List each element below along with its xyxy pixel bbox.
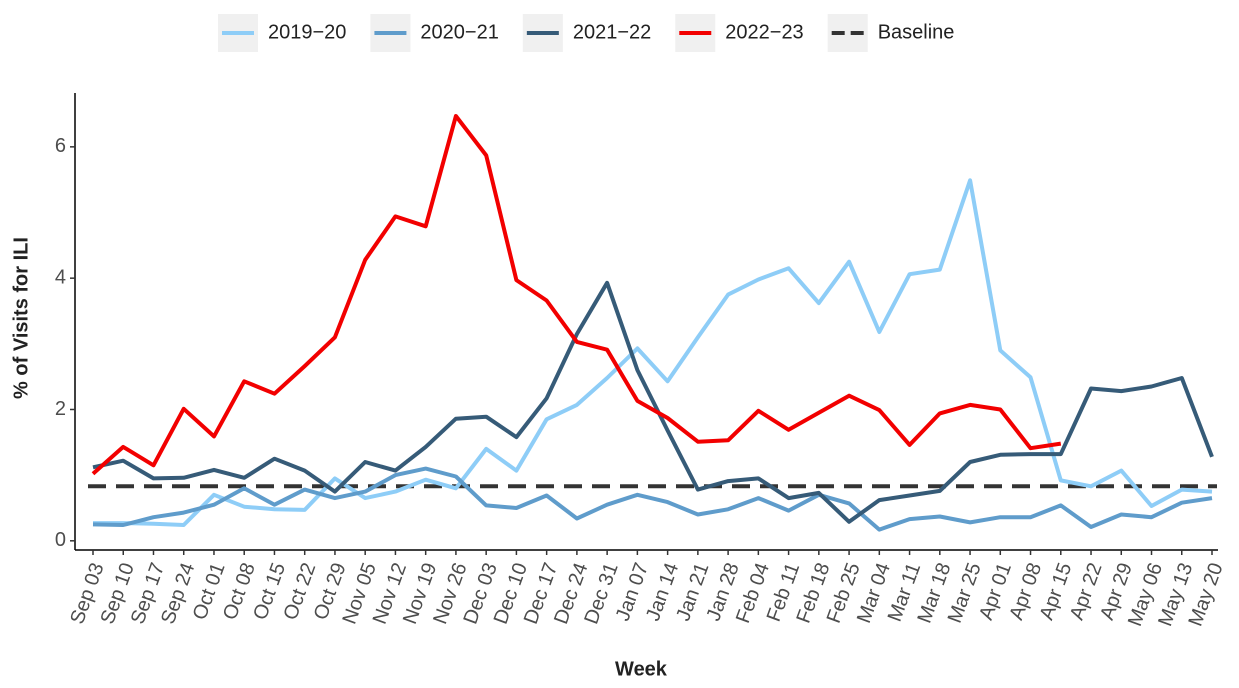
- legend-label: Baseline: [878, 21, 955, 43]
- y-tick-label: 2: [55, 398, 66, 420]
- legend-label: 2022−23: [725, 21, 803, 43]
- y-axis-title: % of Visits for ILI: [10, 237, 32, 399]
- y-tick-label: 0: [55, 529, 66, 551]
- legend-label: 2021−22: [573, 21, 651, 43]
- y-tick-label: 6: [55, 135, 66, 157]
- legend-label: 2020−21: [420, 21, 498, 43]
- y-tick-label: 4: [55, 266, 66, 288]
- series-line: [92, 466, 1213, 532]
- x-axis-title: Week: [615, 658, 668, 680]
- series-line: [91, 114, 1062, 476]
- series-line: [92, 280, 1214, 524]
- legend-label: 2019−20: [268, 21, 346, 43]
- series-line: [93, 178, 1213, 527]
